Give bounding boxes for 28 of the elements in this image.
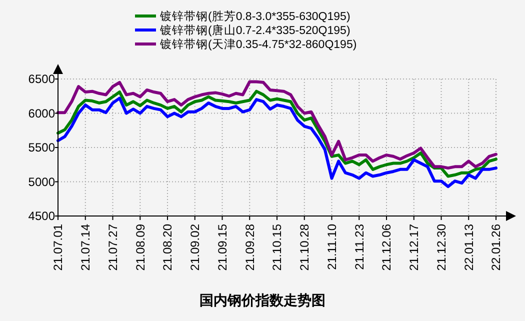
x-tick-label: 21.12.06 [380, 224, 394, 271]
x-tick-label: 21.09.02 [188, 224, 202, 271]
y-tick-label: 6000 [28, 106, 56, 120]
x-tick-label: 21.07.01 [51, 224, 66, 271]
x-tick-label: 21.10.15 [270, 224, 284, 271]
x-tick-label: 21.08.20 [160, 224, 175, 271]
x-tick-label: 21.11.10 [324, 224, 339, 270]
x-tick-label: 21.09.28 [242, 224, 257, 271]
x-tick-label: 21.12.17 [407, 224, 422, 271]
x-tick-label: 22.01.13 [462, 224, 476, 271]
x-tick-label: 21.08.09 [133, 224, 148, 271]
x-tick-label: 21.07.27 [106, 224, 120, 271]
x-tick-label: 21.11.23 [352, 224, 366, 270]
line-series [56, 96, 498, 188]
line-series [56, 90, 498, 178]
legend-label: 镀锌带钢(天津0.35-4.75*32-860Q195) [159, 38, 357, 52]
text: 国内钢价指数走势图 [200, 292, 326, 308]
legend-label: 镀锌带钢(胜芳0.8-3.0*355-630Q195) [159, 10, 350, 24]
x-tick-label: 21.12.30 [434, 224, 448, 271]
y-tick-label: 4500 [28, 209, 56, 224]
x-tick-label: 22.01.26 [489, 224, 504, 271]
x-tick-label: 21.07.14 [78, 224, 93, 271]
x-tick-label: 21.10.28 [298, 224, 312, 271]
y-tick-label: 5500 [28, 140, 56, 155]
y-tick-label: 5000 [28, 174, 56, 189]
x-tick-label: 21.09.15 [215, 224, 230, 271]
legend-label: 镀锌带钢(唐山0.7-2.4*335-520Q195) [159, 23, 350, 38]
y-tick-label: 6500 [28, 72, 56, 86]
